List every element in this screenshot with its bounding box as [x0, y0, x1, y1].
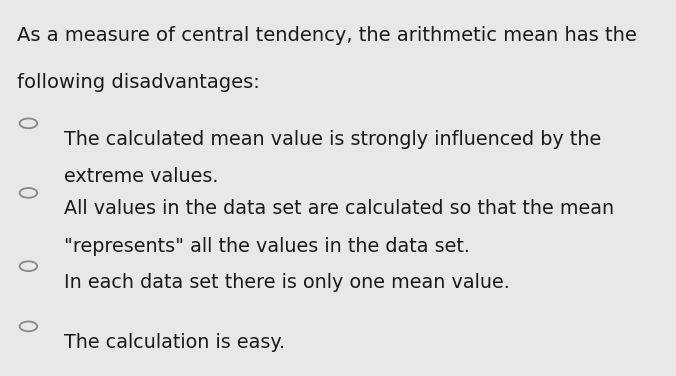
Text: All values in the data set are calculated so that the mean: All values in the data set are calculate… [64, 199, 614, 218]
Text: The calculated mean value is strongly influenced by the: The calculated mean value is strongly in… [64, 130, 602, 149]
Text: "represents" all the values in the data set.: "represents" all the values in the data … [64, 237, 470, 256]
Text: In each data set there is only one mean value.: In each data set there is only one mean … [64, 273, 510, 292]
Text: following disadvantages:: following disadvantages: [17, 73, 260, 92]
Text: The calculation is easy.: The calculation is easy. [64, 333, 285, 352]
Text: As a measure of central tendency, the arithmetic mean has the: As a measure of central tendency, the ar… [17, 26, 637, 45]
Text: extreme values.: extreme values. [64, 167, 219, 186]
